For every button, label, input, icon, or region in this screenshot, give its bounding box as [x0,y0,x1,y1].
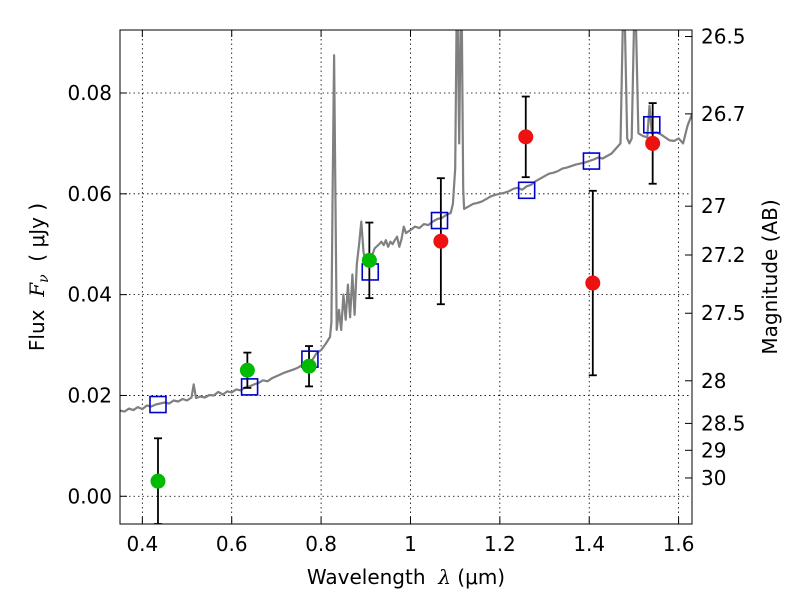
x-tick-label: 1.2 [484,532,516,556]
observed-point-green [239,362,255,378]
y-tick-label: 0.08 [67,81,112,105]
model-photometry-square [430,211,449,230]
observed-point-green [361,252,377,268]
observed-point-green [301,358,317,374]
magnitude-tick-label: 27 [701,194,726,218]
y-axis-label: Flux Fν ( μJy ) [25,203,52,351]
model-photometry-square [240,378,259,396]
y-tick-label: 0.06 [67,182,112,206]
y-tick-label: 0.02 [67,383,112,407]
x-axis-label: Wavelength λ (μm) [307,565,505,589]
x-tick-label: 0.8 [305,532,337,556]
magnitude-tick-label: 27.5 [701,301,746,325]
observed-point-green [150,473,166,489]
observed-point-red [645,135,661,151]
x-tick-label: 1.4 [573,532,605,556]
axis-ticks: 0.4 0.6 0.8 1 1.2 1.4 1.6 0.00 0.02 0.04 0.06 0.08 2… [67,25,745,556]
x-tick-label: 0.4 [126,532,158,556]
observed-point-red [433,233,449,249]
plot-area [120,30,692,524]
magnitude-axis-label: Magnitude (AB) [758,199,782,354]
magnitude-tick-label: 28.5 [701,411,746,435]
model-photometry-square [642,115,661,134]
observed-point-red [585,275,601,291]
magnitude-tick-label: 26.5 [701,25,746,49]
model-photometry-square [149,395,167,414]
magnitude-tick-label: 28 [701,369,726,393]
observed-point-red [518,129,534,145]
y-tick-label: 0.00 [67,484,112,508]
y-tick-label: 0.04 [67,283,112,307]
grid [120,30,692,524]
magnitude-tick-label: 30 [701,466,726,490]
magnitude-tick-label: 29 [701,438,726,462]
x-tick-label: 1.6 [663,532,695,556]
magnitude-tick-label: 26.7 [701,102,746,126]
model-photometry-square [582,152,601,170]
plot-frame [119,29,693,525]
x-tick-label: 0.6 [216,532,248,556]
magnitude-tick-label: 27.2 [701,243,746,267]
model-spectrum-line [120,30,692,413]
model-photometry-square [517,181,536,200]
plot-background [120,30,692,524]
x-tick-label: 1 [404,532,417,556]
